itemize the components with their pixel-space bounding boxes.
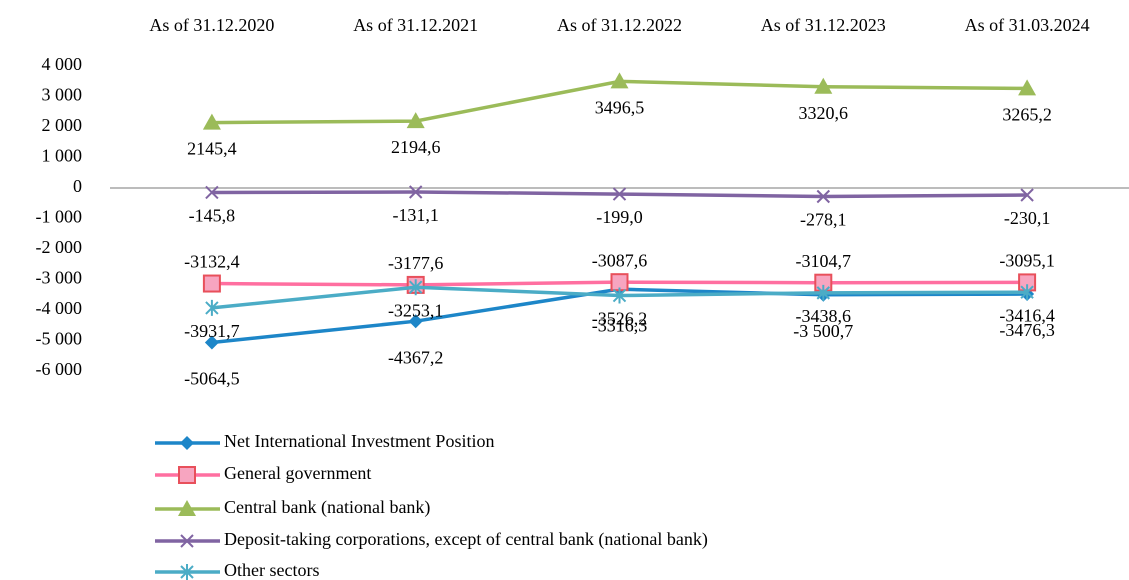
x-tick-label: As of 31.12.2020 [149,15,274,35]
marker [406,112,425,129]
marker [205,299,219,316]
data-label: -4367,2 [388,347,444,367]
marker [814,77,833,94]
marker [180,436,194,450]
y-tick-label: 0 [73,176,82,196]
marker [408,185,423,199]
legend-label: Deposit-taking corporations, except of c… [224,529,708,550]
data-label: -3177,6 [388,253,444,273]
legend-label: Other sectors [224,560,319,580]
y-tick-label: 1 000 [42,146,83,166]
data-label: -5064,5 [184,369,240,389]
data-label: -3931,7 [184,321,240,341]
y-tick-label: -6 000 [36,359,83,379]
data-label: -3 500,7 [793,321,853,341]
legend-label: Central bank (national bank) [224,497,430,518]
marker [204,335,219,350]
data-label: -3087,6 [592,250,648,270]
marker [178,466,196,484]
marker [408,279,423,296]
y-tick-label: -3 000 [36,268,83,288]
marker [180,534,194,548]
data-label: 3496,5 [595,97,645,117]
data-label: 2145,4 [187,139,237,159]
data-label: -3526,2 [592,309,648,329]
data-label: -3476,3 [999,320,1055,340]
marker [612,187,627,201]
y-tick-label: 4 000 [42,54,83,74]
y-tick-label: 2 000 [42,115,83,135]
x-tick-label: As of 31.03.2024 [965,15,1090,35]
marker [612,287,627,304]
data-label: -3416,4 [999,305,1055,325]
y-tick-label: -4 000 [36,298,83,318]
marker [816,284,831,301]
data-label: -199,0 [596,207,643,227]
data-label: -3095,1 [999,251,1055,271]
x-tick-label: As of 31.12.2021 [353,15,478,35]
y-tick-label: 3 000 [42,85,83,105]
data-label: -3316,3 [592,315,648,335]
marker [202,113,221,130]
marker [202,274,221,293]
marker [408,314,423,329]
marker [205,185,219,200]
data-label: -131,1 [392,205,439,225]
marker [816,189,831,204]
data-label: -3132,4 [184,252,240,272]
marker [1020,284,1034,301]
marker [1020,188,1034,202]
y-tick-label: -2 000 [36,237,83,257]
data-label: -230,1 [1004,208,1051,228]
y-tick-label: -1 000 [36,207,83,227]
marker [180,564,194,580]
legend-label: General government [224,463,371,483]
marker [610,72,629,89]
data-label: 3320,6 [799,103,849,123]
data-label: 3265,2 [1002,105,1052,125]
data-label: -278,1 [800,210,847,230]
data-label: -3253,1 [388,300,444,320]
x-tick-label: As of 31.12.2022 [557,15,682,35]
data-label: -145,8 [189,206,236,226]
data-label: -3438,6 [796,306,852,326]
legend-label: Net International Investment Position [224,431,494,451]
x-tick-label: As of 31.12.2023 [761,15,886,35]
marker [1018,79,1037,96]
data-label: 2194,6 [391,137,441,157]
marker [178,500,196,516]
y-tick-label: -5 000 [36,329,83,349]
data-label: -3104,7 [796,251,852,271]
